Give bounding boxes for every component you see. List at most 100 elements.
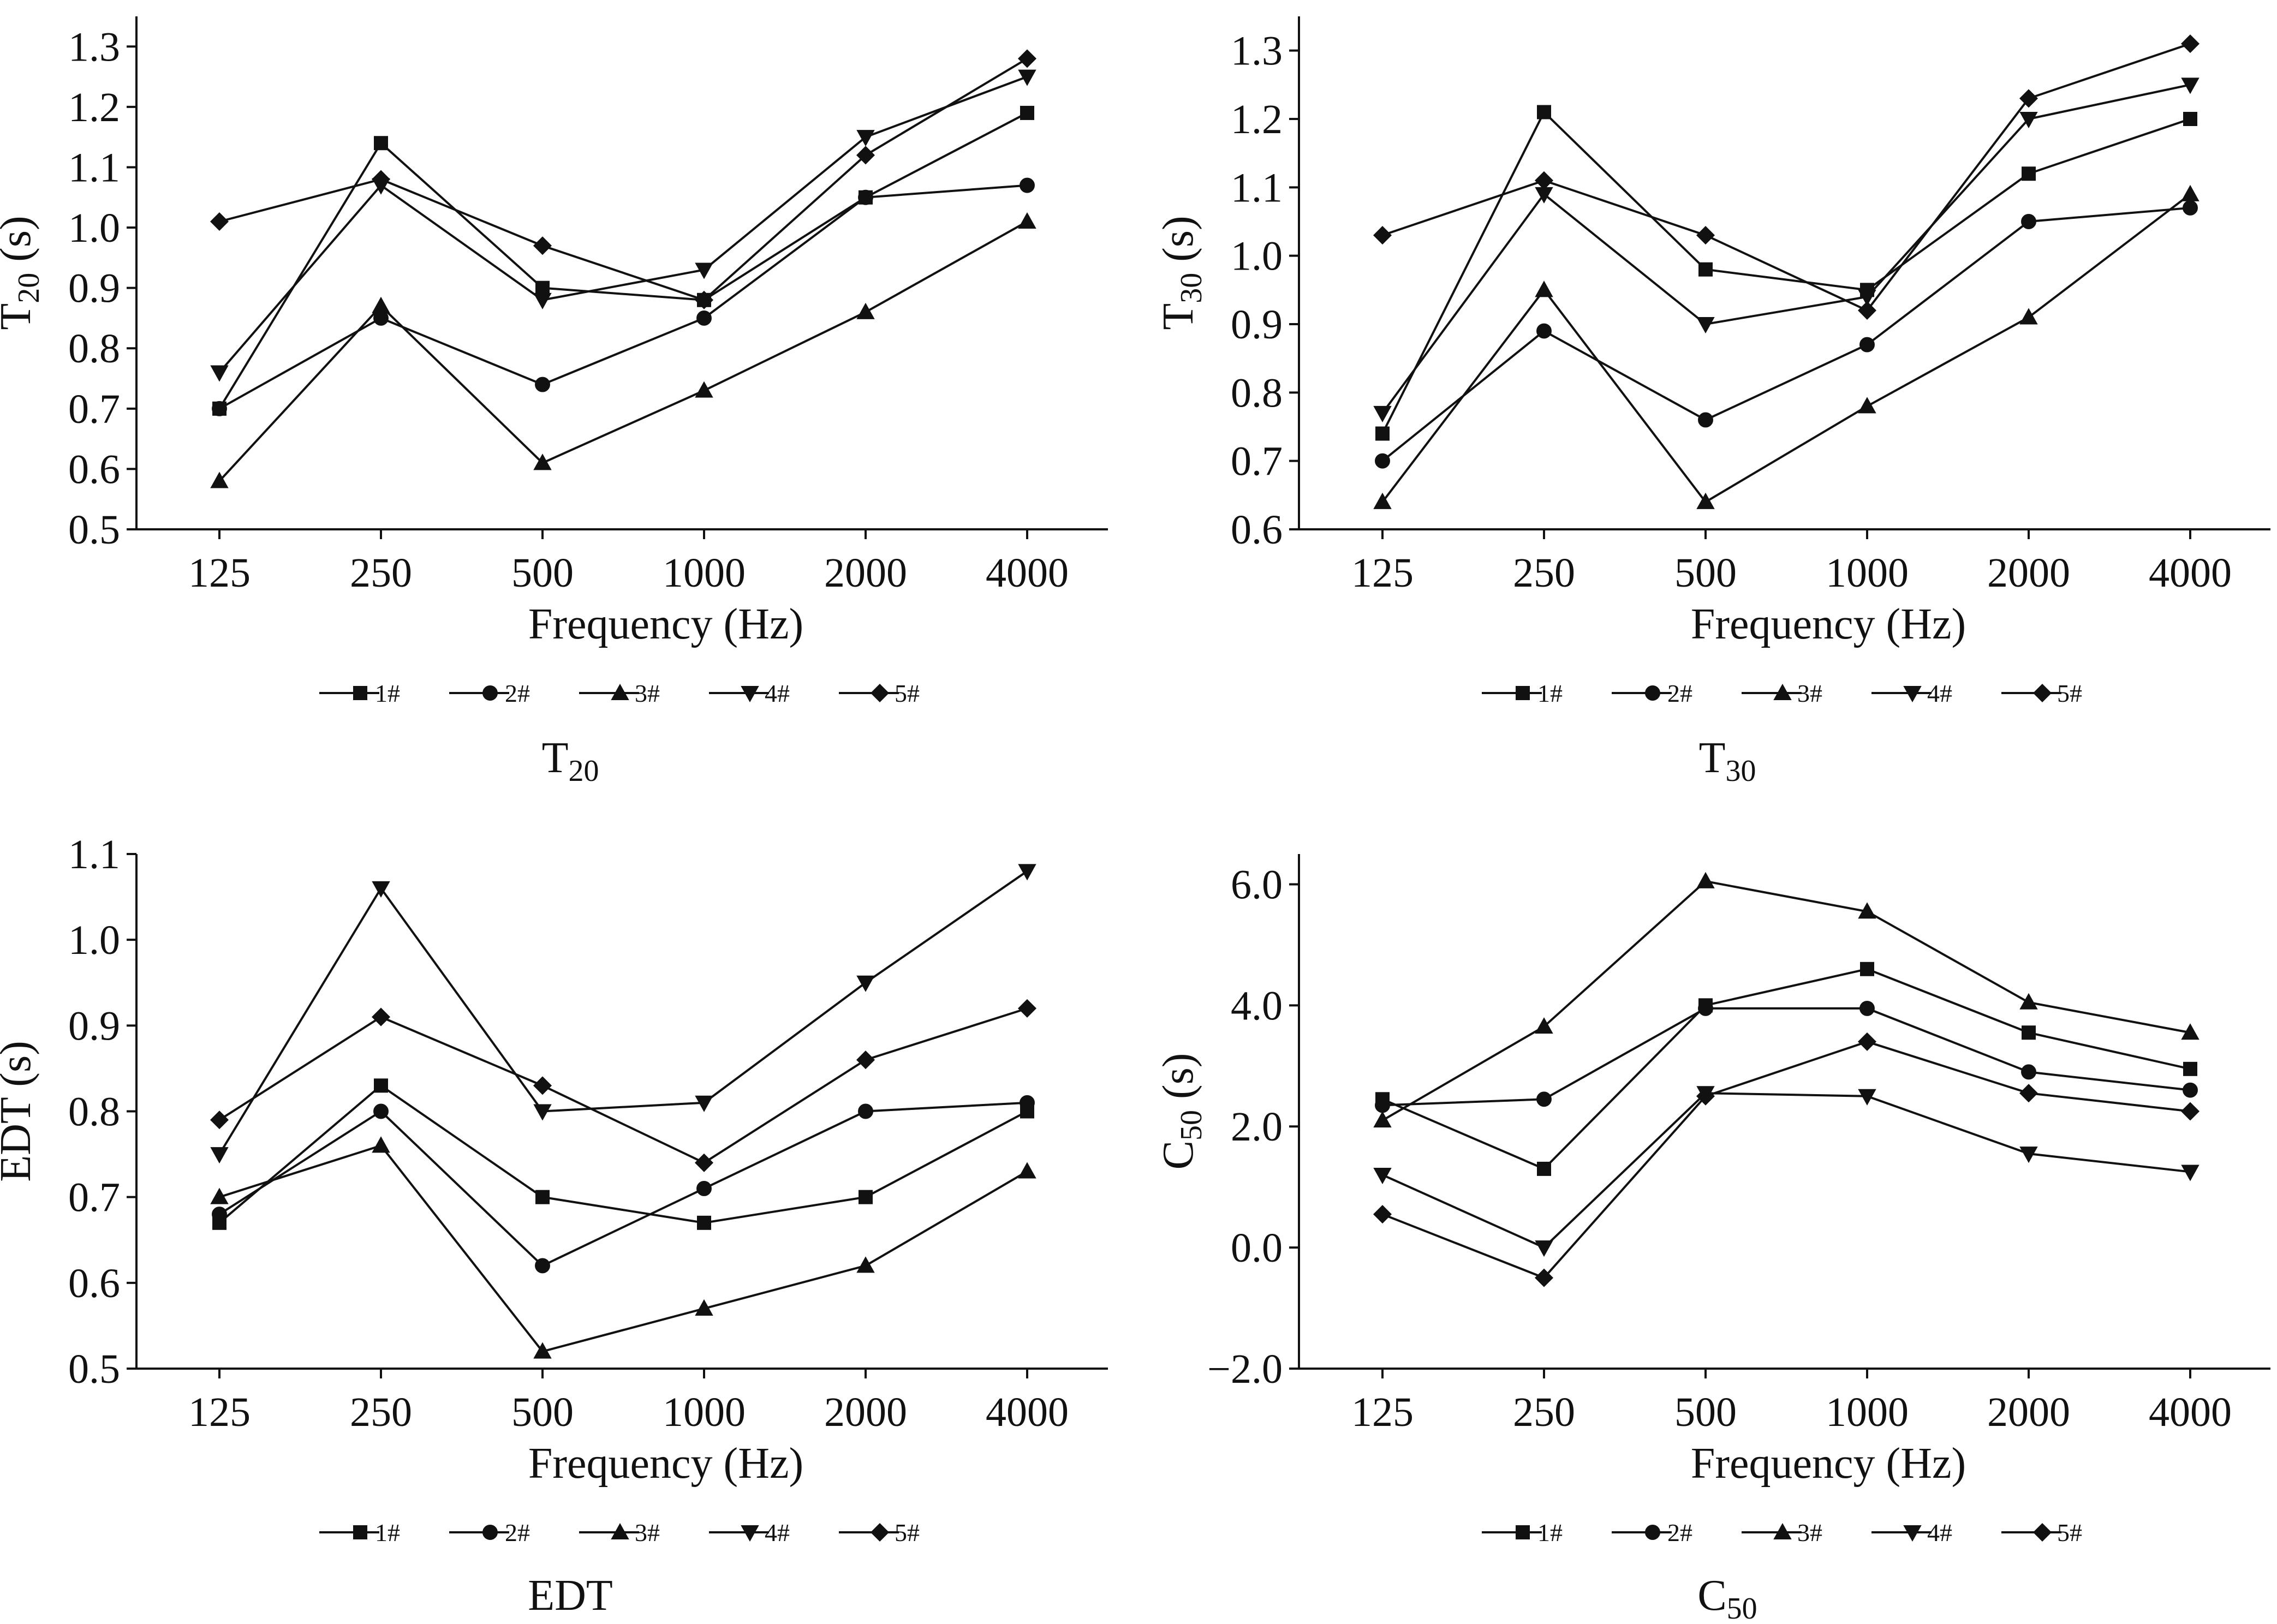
y-axis-title-suffix: (s) xyxy=(1154,216,1202,272)
panel-caption-main: EDT xyxy=(528,1572,613,1620)
data-point-2 xyxy=(212,1207,227,1222)
data-point-2 xyxy=(373,310,389,326)
legend-marker xyxy=(1773,683,1792,700)
data-point-3 xyxy=(210,1187,229,1204)
y-tick-label: 1.0 xyxy=(68,205,120,251)
x-tick-label: 125 xyxy=(188,1389,251,1435)
y-axis-title-sub: 20 xyxy=(12,273,46,303)
legend-label: 4# xyxy=(1927,679,1952,707)
legend: 1# 2# 3# 4# 5# xyxy=(319,1519,920,1547)
data-point-3 xyxy=(1696,871,1715,888)
panel-caption-main: T xyxy=(1699,734,1726,782)
data-point-5 xyxy=(2019,1084,2038,1103)
x-tick-label: 250 xyxy=(1513,1389,1575,1435)
data-point-2 xyxy=(373,1103,389,1119)
y-axis-title-group: EDT (s) xyxy=(0,1041,40,1181)
y-tick-label: 0.7 xyxy=(1231,439,1283,485)
data-point-1 xyxy=(374,136,388,151)
y-tick-label: 1.2 xyxy=(1231,97,1283,142)
legend-item-5: 5# xyxy=(839,679,920,707)
data-point-2 xyxy=(1536,1091,1552,1107)
y-tick-label: 1.1 xyxy=(68,145,120,190)
x-tick-label: 250 xyxy=(1513,550,1575,596)
data-point-5 xyxy=(1373,1205,1392,1224)
series-line-5 xyxy=(1382,1040,2191,1279)
panel-caption-sub: 30 xyxy=(1725,754,1756,788)
data-point-5 xyxy=(1696,226,1715,245)
data-point-3 xyxy=(372,296,390,313)
panel-caption-sub: 20 xyxy=(568,754,599,788)
legend-label: 3# xyxy=(635,1519,660,1547)
legend-label: 5# xyxy=(2057,1519,2082,1547)
legend-marker xyxy=(741,686,759,703)
data-point-1 xyxy=(1537,105,1551,120)
data-point-4 xyxy=(1018,69,1036,86)
data-point-1 xyxy=(859,1190,873,1204)
y-tick-label: 0.6 xyxy=(68,446,120,492)
series-line-4 xyxy=(218,75,1028,373)
legend-label: 4# xyxy=(765,1519,790,1547)
x-tick-label: 125 xyxy=(188,550,251,596)
y-axis-title-group: T30 (s) xyxy=(1154,216,1208,330)
data-point-5 xyxy=(1017,999,1037,1018)
data-point-3 xyxy=(1858,397,1876,414)
data-point-3 xyxy=(856,302,875,319)
legend-label: 4# xyxy=(765,679,790,707)
data-point-5 xyxy=(210,212,229,231)
legend-marker xyxy=(1903,1525,1922,1542)
data-point-2 xyxy=(2021,214,2036,229)
legend-item-1: 1# xyxy=(1482,679,1563,707)
data-point-2 xyxy=(1698,1000,1713,1016)
data-point-2 xyxy=(1020,1095,1035,1110)
data-point-5 xyxy=(694,1153,714,1172)
data-point-1 xyxy=(2183,112,2197,126)
legend-label: 3# xyxy=(1797,679,1822,707)
series-line-1 xyxy=(218,1084,1028,1224)
data-point-3 xyxy=(1373,492,1392,509)
legend-marker xyxy=(1516,686,1530,700)
y-tick-label: 1.2 xyxy=(68,85,120,130)
y-axis-title-suffix: (s) xyxy=(0,216,40,272)
y-tick-label: 0.5 xyxy=(68,507,120,553)
series-line-3 xyxy=(1381,880,2191,1121)
y-tick-label: 0.9 xyxy=(68,1003,120,1049)
series-line-3 xyxy=(219,1144,1028,1353)
series-line-4 xyxy=(218,870,1028,1155)
x-tick-label: 250 xyxy=(350,1389,412,1435)
y-axis-title-suffix: (s) xyxy=(1154,1053,1202,1110)
legend-item-3: 3# xyxy=(1742,679,1822,707)
data-point-5 xyxy=(1373,226,1392,245)
x-tick-label: 125 xyxy=(1351,550,1414,596)
y-tick-label: 0.6 xyxy=(1231,507,1283,553)
y-axis-title: T30 (s) xyxy=(1154,216,1208,330)
legend-item-1: 1# xyxy=(1482,1519,1563,1547)
data-point-5 xyxy=(2019,89,2038,108)
data-point-5 xyxy=(1534,1268,1554,1287)
x-tick-label: 500 xyxy=(1674,1389,1737,1435)
data-point-1 xyxy=(535,280,550,295)
x-tick-label: 125 xyxy=(1351,1389,1414,1435)
data-point-5 xyxy=(1857,301,1877,320)
legend-label: 1# xyxy=(1537,679,1563,707)
panel-caption-main: T xyxy=(542,734,569,782)
y-tick-label: 2.0 xyxy=(1231,1104,1283,1150)
series-line-2 xyxy=(218,1101,1028,1267)
x-tick-label: 1000 xyxy=(663,1389,746,1435)
legend-item-5: 5# xyxy=(2001,1519,2082,1547)
data-point-4 xyxy=(1696,317,1715,334)
chart-panel-t20: 0.5 0.6 0.7 0.8 0.9 1.0 1.1 1.2 1.3 125 250 500 1000… xyxy=(0,16,1108,707)
panel-caption: T20 xyxy=(542,734,599,788)
data-point-3 xyxy=(1535,280,1553,297)
legend-label: 1# xyxy=(375,679,400,707)
y-tick-label: 0.9 xyxy=(68,266,120,312)
data-point-1 xyxy=(2183,1061,2197,1076)
data-point-3 xyxy=(1018,1162,1036,1179)
data-point-3 xyxy=(533,1342,552,1359)
series-line-1 xyxy=(1382,968,2191,1171)
y-tick-label: 0.6 xyxy=(68,1261,120,1306)
series-line-5 xyxy=(218,1007,1028,1165)
x-tick-label: 2000 xyxy=(1987,550,2070,596)
legend-label: 1# xyxy=(375,1519,400,1547)
panel-caption-sub: 50 xyxy=(1727,1592,1757,1624)
